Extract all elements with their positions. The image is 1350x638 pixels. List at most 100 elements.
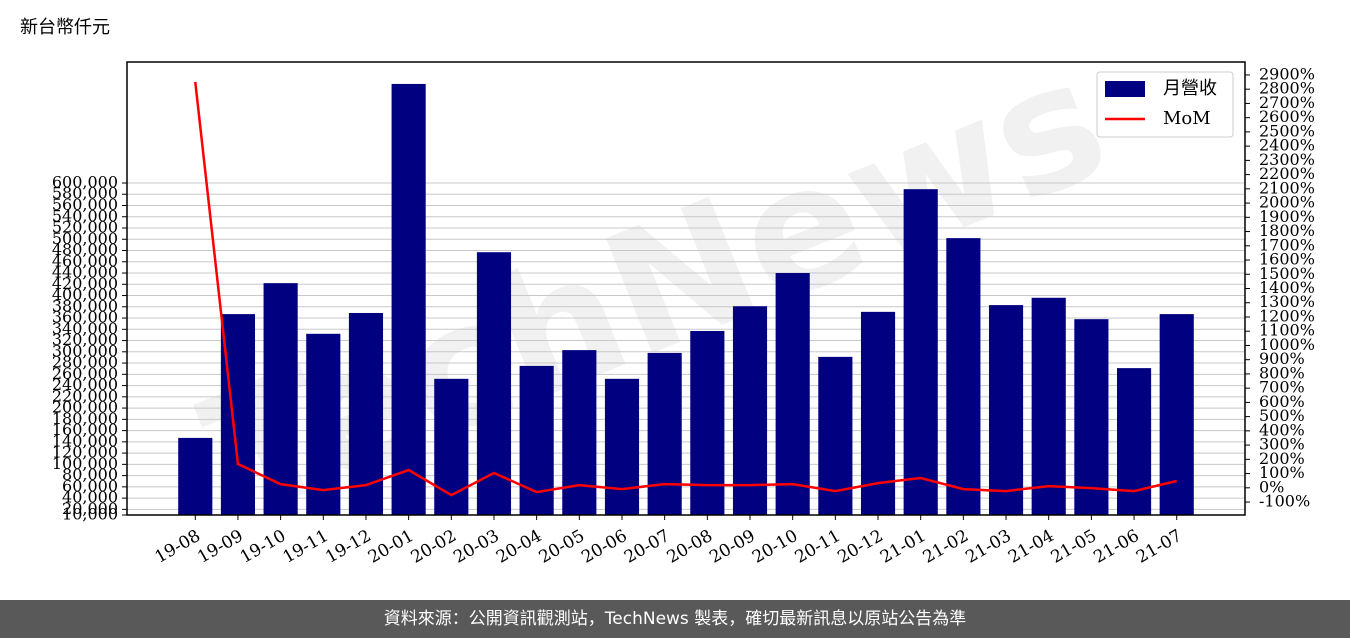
y2-tick-label: 2300% [1259, 150, 1315, 169]
y2-tick-label: 1000% [1259, 335, 1315, 354]
y2-tick-label: 2400% [1259, 136, 1315, 155]
y2-tick-label: 600% [1259, 392, 1305, 411]
bar [220, 314, 256, 515]
bar [690, 330, 725, 515]
y-tick-label: 400,000 [52, 285, 118, 304]
bar [1031, 297, 1066, 515]
x-tick-label: 20-07 [621, 526, 673, 568]
chart: TechNews 新台幣仟元 10,00020,00040,00060,0008… [20, 17, 1315, 568]
y2-tick-label: 1800% [1259, 221, 1315, 240]
y-tick-label: 200,000 [52, 398, 118, 417]
y-tick-label: 220,000 [52, 386, 118, 405]
y-tick-label: 260,000 [52, 364, 118, 383]
x-tick-label: 19-12 [322, 526, 374, 568]
line [194, 81, 1178, 497]
y2-tick-label: 800% [1259, 363, 1305, 382]
y2-tick-label: -100% [1259, 492, 1310, 511]
y-tick-label: 100,000 [52, 454, 118, 473]
bar [604, 378, 640, 515]
y2-tick-label: 1400% [1259, 278, 1315, 297]
x-tick-label: 20-12 [834, 526, 886, 568]
y2-tick-label: 0% [1259, 477, 1284, 496]
bar [476, 252, 512, 515]
y2-tick-label: 1100% [1259, 321, 1315, 340]
y-tick-label: 240,000 [52, 375, 118, 394]
y-tick-label: 320,000 [52, 330, 118, 349]
x-tick-label: 20-02 [408, 526, 460, 568]
legend-label: 月營收 [1163, 78, 1217, 99]
x-tick-label: 20-08 [664, 526, 716, 568]
y2-tick-label: 1200% [1259, 306, 1315, 325]
y2-tick-label: 2700% [1259, 93, 1315, 112]
y-tick-label: 380,000 [52, 296, 118, 315]
y2-tick-label: 1300% [1259, 292, 1315, 311]
x-tick-label: 19-09 [194, 526, 246, 568]
x-tick-label: 21-05 [1048, 526, 1100, 568]
y2-tick-label: 1900% [1259, 207, 1315, 226]
y-tick-label: 40,000 [62, 488, 118, 507]
x-tick-label: 21-07 [1133, 526, 1185, 568]
y-tick-label: 520,000 [52, 218, 118, 237]
y2-tick-label: 2800% [1259, 79, 1315, 98]
x-tick-label: 21-04 [1005, 526, 1057, 568]
y2-tick-label: 2600% [1259, 107, 1315, 126]
y-tick-label: 300,000 [52, 341, 118, 360]
y2-tick-label: 700% [1259, 378, 1305, 397]
x-tick-label: 21-06 [1090, 526, 1142, 568]
x-tick-label: 20-04 [493, 526, 545, 568]
unit-label: 新台幣仟元 [20, 17, 110, 38]
plot-frame [126, 61, 1246, 516]
bar [647, 352, 682, 515]
legend-label: MoM [1163, 108, 1211, 129]
y2-tick-label: 1600% [1259, 250, 1315, 269]
bar [1116, 368, 1152, 515]
x-tick-label: 19-08 [152, 526, 204, 568]
y2-tick-label: 1700% [1259, 235, 1315, 254]
y-tick-label: 140,000 [52, 431, 118, 450]
x-tick-label: 21-01 [877, 526, 929, 568]
y2-tick-label: 2200% [1259, 164, 1315, 183]
y-tick-label: 440,000 [52, 263, 118, 282]
y-tick-label: 10,000 [62, 505, 118, 524]
y2-tick-label: 400% [1259, 420, 1305, 439]
x-tick-label: 20-01 [365, 526, 417, 568]
y-tick-label: 500,000 [52, 229, 118, 248]
bar [562, 350, 597, 515]
y2-tick-label: 300% [1259, 435, 1305, 454]
y-tick-label: 180,000 [52, 409, 118, 428]
y-tick-label: 160,000 [52, 420, 118, 439]
y2-tick-label: 2100% [1259, 178, 1315, 197]
y2-tick-label: 2500% [1259, 121, 1315, 140]
y-tick-label: 580,000 [52, 184, 118, 203]
bar [946, 238, 981, 515]
y-tick-label: 360,000 [52, 308, 118, 327]
y2-tick-label: 2000% [1259, 193, 1315, 212]
bar [306, 333, 341, 515]
bar [263, 283, 298, 515]
bar [903, 189, 938, 515]
bar [775, 273, 810, 515]
y2-tick-label: 1500% [1259, 264, 1315, 283]
x-tick-label: 21-02 [920, 526, 972, 568]
bar [988, 305, 1024, 515]
x-tick-label: 20-09 [706, 526, 758, 568]
bar [732, 306, 768, 515]
x-tick-label: 20-11 [792, 526, 844, 568]
y-tick-label: 540,000 [52, 206, 118, 225]
y-tick-label: 340,000 [52, 319, 118, 338]
legend-swatch [1105, 81, 1145, 97]
footer: 資料來源：公開資訊觀測站，TechNews 製表，確切最新訊息以原站公告為準 [0, 600, 1350, 638]
x-tick-label: 20-03 [450, 526, 502, 568]
x-tick-label: 20-10 [749, 526, 801, 568]
bar [178, 437, 213, 515]
y-tick-label: 480,000 [52, 240, 118, 259]
bar [434, 378, 469, 515]
y-tick-label: 600,000 [52, 172, 118, 191]
y2-tick-label: 900% [1259, 349, 1305, 368]
x-tick-label: 20-05 [536, 526, 588, 568]
bar [391, 83, 426, 515]
y2-tick-label: 100% [1259, 463, 1305, 482]
y-tick-label: 120,000 [52, 443, 118, 462]
y-tick-label: 60,000 [62, 476, 118, 495]
